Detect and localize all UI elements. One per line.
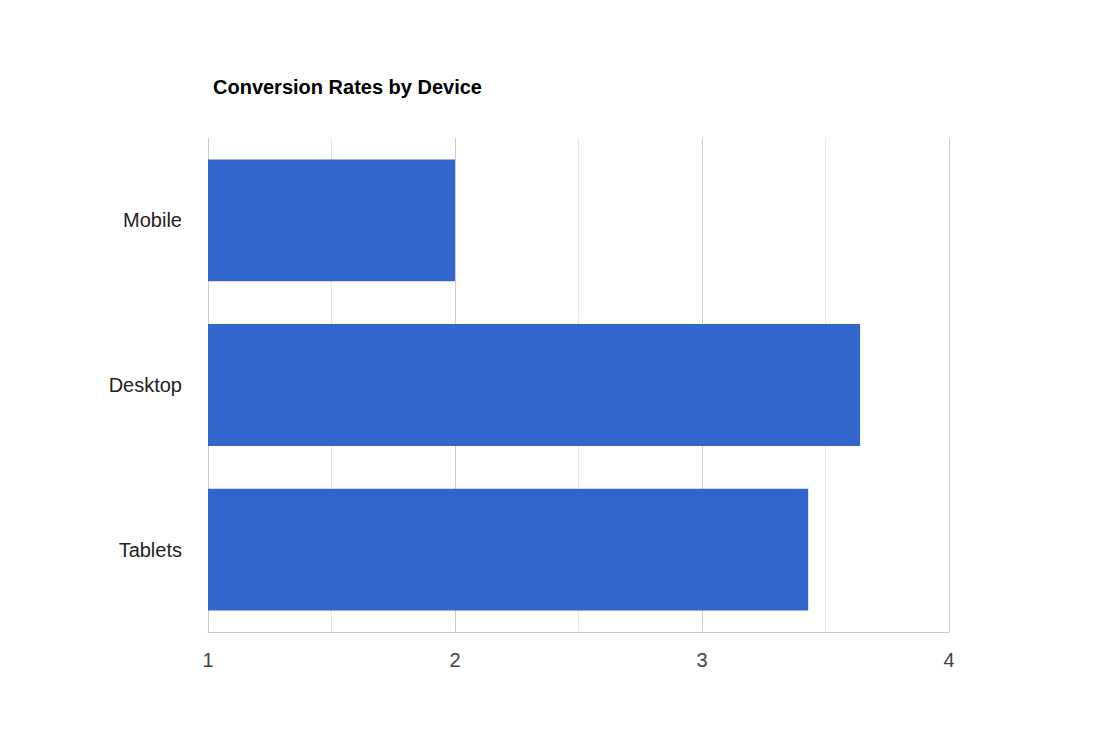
svg-text:1: 1 <box>202 649 213 671</box>
svg-text:3: 3 <box>696 649 707 671</box>
svg-text:2: 2 <box>449 649 460 671</box>
svg-text:Mobile: Mobile <box>123 209 182 231</box>
svg-text:Conversion Rates by Device: Conversion Rates by Device <box>213 76 482 98</box>
svg-text:Desktop: Desktop <box>109 374 182 396</box>
svg-text:4: 4 <box>943 649 954 671</box>
svg-text:Tablets: Tablets <box>119 539 182 561</box>
